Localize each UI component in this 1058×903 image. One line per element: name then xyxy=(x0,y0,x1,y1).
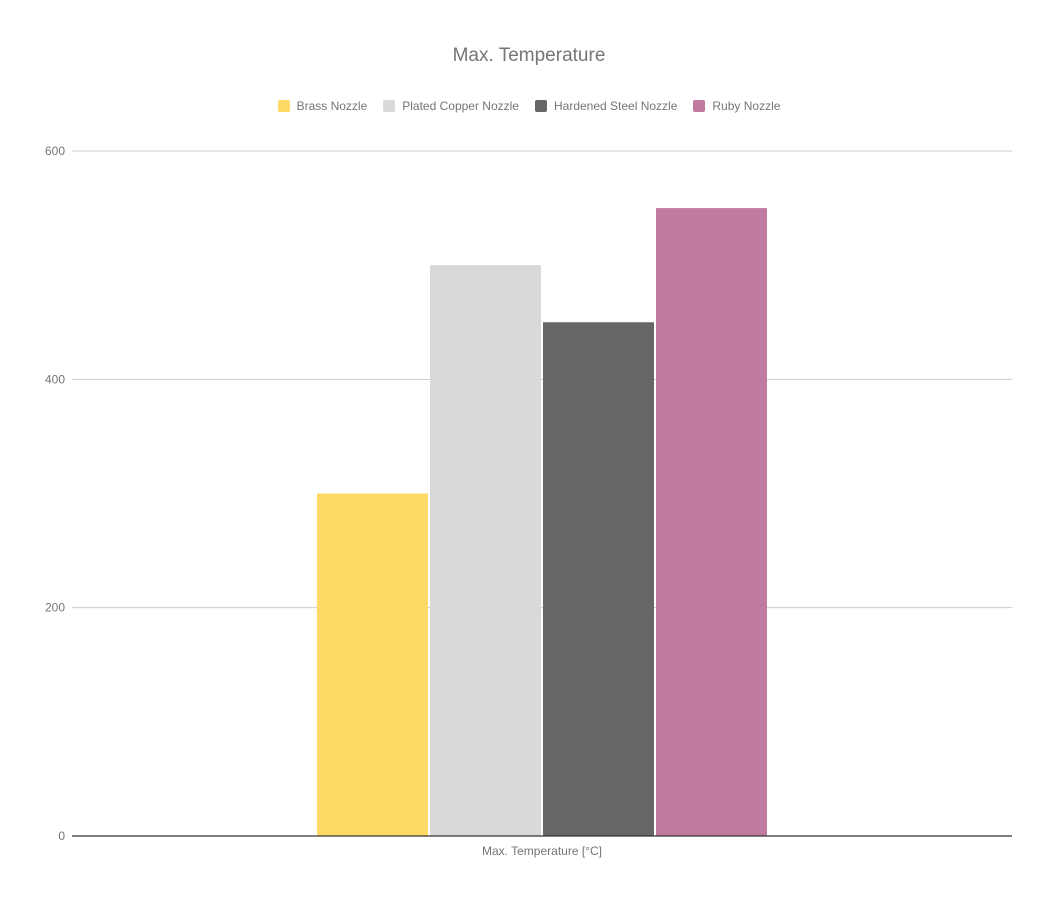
legend-label: Plated Copper Nozzle xyxy=(402,99,519,113)
legend-label: Brass Nozzle xyxy=(296,99,368,113)
y-tick-label: 200 xyxy=(45,601,65,615)
bar xyxy=(656,208,767,837)
y-tick-label: 400 xyxy=(45,372,65,386)
bar xyxy=(317,493,428,836)
bar xyxy=(543,322,654,836)
legend-swatch xyxy=(277,100,290,112)
legend-item: Brass Nozzle xyxy=(277,99,368,113)
legend-swatch xyxy=(534,100,547,112)
chart-title: Max. Temperature xyxy=(452,45,606,66)
legend-swatch xyxy=(383,100,396,112)
legend-label: Ruby Nozzle xyxy=(712,99,781,113)
legend-item: Ruby Nozzle xyxy=(693,99,780,113)
legend-label: Hardened Steel Nozzle xyxy=(553,99,678,113)
y-tick-label: 0 xyxy=(58,829,65,843)
y-tick-label: 600 xyxy=(45,144,65,158)
x-tick-label: Max. Temperature [°C] xyxy=(482,844,602,858)
bar xyxy=(430,265,541,837)
legend-item: Plated Copper Nozzle xyxy=(383,99,519,113)
legend-swatch xyxy=(693,100,706,112)
legend-item: Hardened Steel Nozzle xyxy=(534,99,678,113)
legend: Brass Nozzle Plated Copper Nozzle Hardened… xyxy=(0,99,1058,113)
